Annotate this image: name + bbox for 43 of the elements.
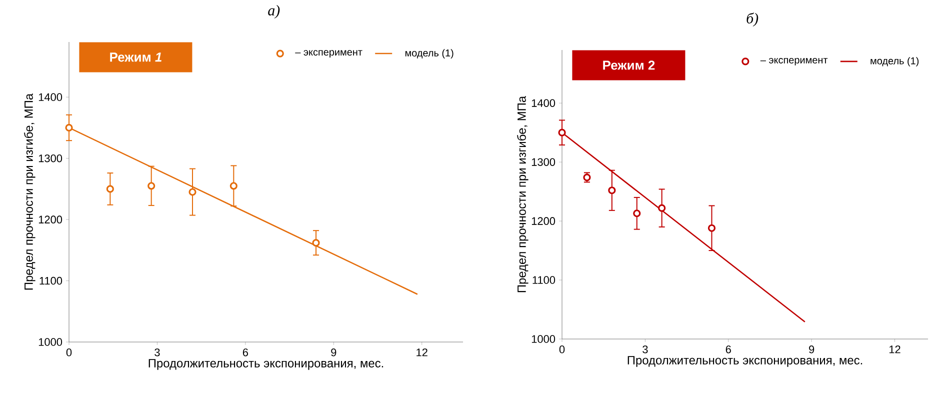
annotation: Режим 2 [603,60,655,70]
y-tick-label: 1400 [532,99,556,107]
x-tick-label: 6 [726,346,731,354]
x-tick-label: 3 [642,346,648,354]
chart-title: б) [746,12,758,27]
x-axis-title: Продолжительность экспонирования, мес. [628,356,862,367]
x-tick-label: 12 [889,346,900,354]
legend-label: – эксперимент [295,50,362,58]
y-tick-label: 1000 [38,338,62,346]
point [658,204,666,212]
point [188,188,196,196]
legend-label: модель (1) [405,49,454,58]
legend-label: – эксперимент [760,58,828,66]
y-tick-label: 1000 [532,335,556,343]
y-axis-title: Предел прочности при изгибе, МПа [517,96,528,292]
x-tick-label: 3 [154,348,160,356]
point [148,182,156,190]
point [708,224,716,232]
x-tick-label: 9 [809,346,814,354]
y-tick-label: 1200 [532,217,556,225]
y-tick-label: 1400 [38,93,62,101]
x-tick-label: 9 [331,348,336,356]
point [633,210,641,218]
y-tick-label: 1300 [38,154,62,162]
y-axis-title: Предел прочности при изгибе, МПа [24,93,36,290]
point [106,185,114,193]
x-tick-label: 6 [242,348,248,356]
x-tick-label: 0 [559,346,565,354]
point [558,128,566,136]
point [65,124,73,132]
legend-label: модель (1) [870,57,919,66]
point [230,182,238,190]
point [608,186,616,194]
y-tick-label: 1300 [532,158,556,166]
annotation: Режим 1 [110,52,162,62]
x-tick-label: 12 [416,348,428,356]
y-tick-label: 1200 [38,216,62,224]
point [312,239,320,247]
x-tick-label: 0 [66,348,72,356]
x-axis-title: Продолжительность экспонирования, мес. [148,359,384,370]
y-tick-label: 1100 [40,276,62,285]
chart-title: а) [268,4,280,19]
y-tick-label: 1100 [532,276,556,284]
